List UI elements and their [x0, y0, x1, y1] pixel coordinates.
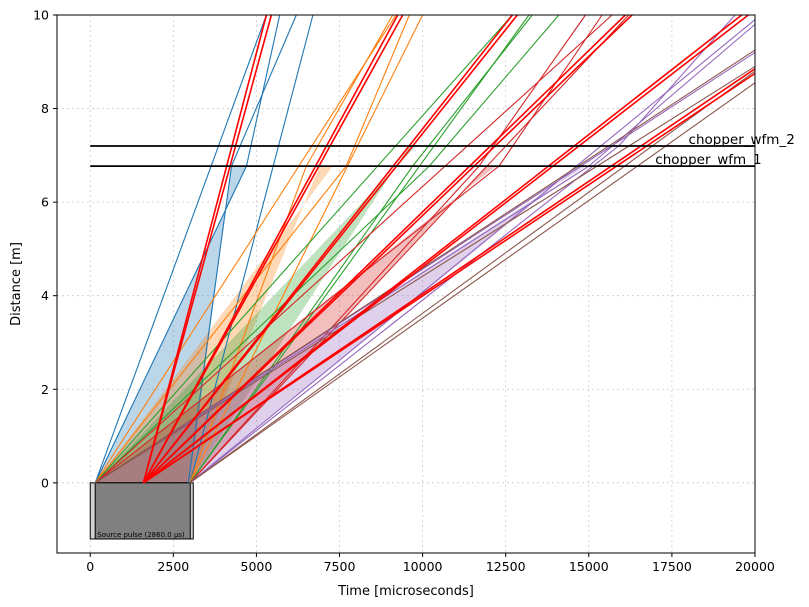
- frame-ray: [187, 166, 233, 483]
- frame-ray: [478, 14, 586, 167]
- chopper-label: chopper_wfm_1: [655, 152, 761, 168]
- axis-ticks: 0 2500 5000 7500 10000 12500 15000 17500 20000 0 2…: [33, 8, 775, 575]
- frame-ray: [498, 14, 603, 167]
- frame-ray: [305, 14, 394, 167]
- highlight-lines: [142, 14, 756, 484]
- y-tick-label: 10: [33, 8, 49, 23]
- highlight-ray: [142, 14, 273, 484]
- frame-ray: [588, 23, 756, 167]
- highlight-ray: [142, 14, 633, 484]
- frame-band: [95, 145, 416, 483]
- plot-frame: [56, 14, 756, 554]
- frame-ray: [230, 14, 297, 167]
- y-tick-label: 4: [41, 288, 49, 303]
- frame-ray: [345, 14, 410, 167]
- frame-ray: [189, 14, 424, 484]
- x-tick-label: 15000: [569, 559, 609, 574]
- choppers: chopper_wfm_2 chopper_wfm_1: [90, 132, 795, 168]
- frame-ray: [94, 14, 613, 484]
- x-tick-label: 12500: [486, 559, 526, 574]
- frame-ray: [189, 165, 414, 484]
- source-pulse-inner: [94, 482, 191, 540]
- frame-ray: [94, 165, 500, 484]
- x-tick-label: 5000: [241, 559, 273, 574]
- frame-ray: [189, 14, 530, 484]
- frame-ray: [94, 49, 756, 484]
- frame-ray: [412, 14, 533, 167]
- frame-ray: [94, 14, 397, 484]
- highlight-ray: [142, 14, 518, 484]
- highlight-ray: [142, 14, 268, 484]
- x-tick-label: 17500: [652, 559, 692, 574]
- x-tick-label: 7500: [324, 559, 356, 574]
- highlight-ray: [142, 72, 756, 484]
- frame-ray: [189, 19, 756, 484]
- y-tick-label: 0: [41, 475, 49, 490]
- y-axis-label: Distance [m]: [9, 242, 24, 326]
- frame-ray: [189, 14, 630, 484]
- frame-ray: [94, 165, 590, 484]
- frame-ray: [189, 165, 480, 484]
- frame-ray: [428, 14, 560, 167]
- frame-ray: [94, 14, 267, 484]
- frame-ray: [618, 14, 736, 147]
- highlight-ray: [142, 14, 749, 484]
- x-tick-label: 2500: [157, 559, 189, 574]
- source-pulse-label: Source pulse (2860.0 µs): [97, 531, 185, 539]
- frame-ray: [94, 165, 347, 484]
- chopper-label: chopper_wfm_2: [689, 132, 795, 148]
- frame-ray: [94, 165, 247, 484]
- x-tick-label: 0: [86, 559, 94, 574]
- x-tick-label: 20000: [735, 559, 775, 574]
- y-tick-label: 2: [41, 382, 49, 397]
- frame-ray: [189, 70, 756, 484]
- frame-ray: [189, 145, 620, 484]
- frame-ray: [245, 14, 281, 167]
- frame-ray: [94, 65, 756, 484]
- frame-ray: [94, 165, 430, 484]
- y-tick-label: 6: [41, 195, 49, 210]
- x-tick-label: 10000: [403, 559, 443, 574]
- y-tick-label: 8: [41, 101, 49, 116]
- frame-band: [95, 166, 333, 483]
- frame-ray: [189, 82, 756, 484]
- x-axis-label: Time [microseconds]: [337, 584, 474, 599]
- frame-ray: [189, 14, 314, 483]
- source-pulse: Source pulse (2860.0 µs): [89, 482, 194, 540]
- highlight-ray: [142, 14, 404, 484]
